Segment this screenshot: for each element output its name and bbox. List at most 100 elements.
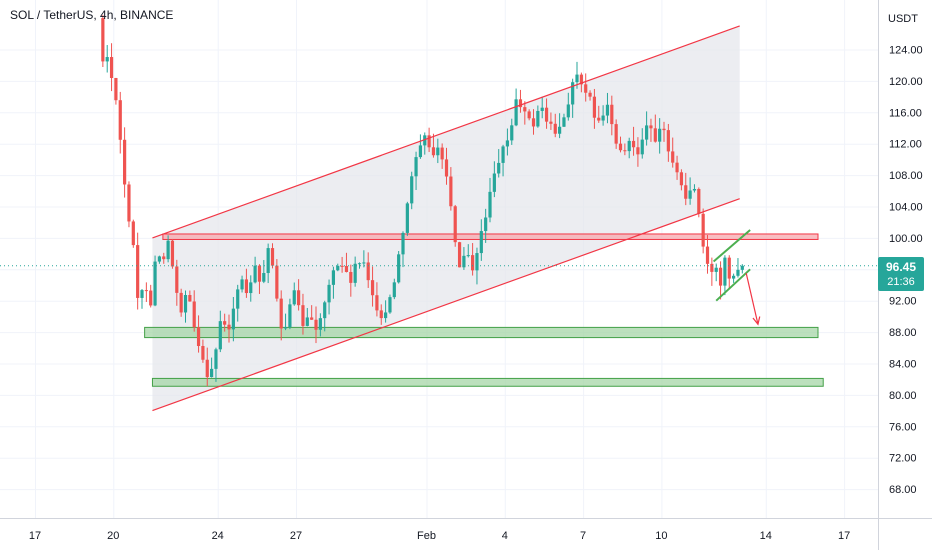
candle-down xyxy=(718,267,723,286)
candle-up xyxy=(466,255,470,257)
candle-up xyxy=(362,262,366,264)
price-tick-label: 84.00 xyxy=(889,359,917,371)
candle-down xyxy=(175,266,179,293)
channel-lower-line[interactable] xyxy=(152,198,740,412)
price-tick-label: 116.00 xyxy=(889,107,922,119)
candle-down xyxy=(196,327,201,347)
candle-up xyxy=(292,290,296,305)
price-tick-label: 100.00 xyxy=(889,233,923,245)
candle-down xyxy=(518,99,523,108)
candle-down xyxy=(188,295,192,302)
candle-up xyxy=(462,255,466,268)
time-axis[interactable]: 17 20 24 27 Feb 4 7 10 14 17 xyxy=(29,530,850,542)
candle-down xyxy=(705,246,710,264)
candle-countdown: 21:36 xyxy=(887,275,915,288)
candle-up xyxy=(688,190,692,199)
candle-down xyxy=(597,117,601,121)
candle-up xyxy=(353,263,357,283)
candle-down xyxy=(257,265,262,282)
candle-up xyxy=(318,318,322,330)
candle-down xyxy=(592,96,597,118)
candle-up xyxy=(736,269,740,276)
time-tick-label: 10 xyxy=(655,530,667,542)
candle-up xyxy=(566,104,570,118)
price-tick-label: 92.00 xyxy=(889,296,917,308)
candle-up xyxy=(210,368,214,378)
candle-down xyxy=(170,240,175,267)
candle-up xyxy=(414,157,418,177)
candle-down xyxy=(523,107,527,112)
candle-down xyxy=(457,242,462,268)
time-tick-label: 17 xyxy=(29,530,41,542)
candle-up xyxy=(392,282,396,298)
candle-up xyxy=(183,295,188,313)
candle-up xyxy=(214,349,218,369)
candle-down xyxy=(375,295,379,311)
candle-down xyxy=(531,118,536,127)
candle-down xyxy=(109,57,114,79)
candle-up xyxy=(253,265,257,283)
candle-up xyxy=(323,302,327,319)
candle-down xyxy=(579,74,583,85)
candle-up xyxy=(327,284,331,303)
price-tick-label: 108.00 xyxy=(889,170,923,182)
flag-lower-line[interactable] xyxy=(715,268,751,302)
candle-up xyxy=(488,191,492,218)
price-tick-label: 112.00 xyxy=(889,139,922,151)
candle-up xyxy=(627,140,631,152)
time-tick-label: 7 xyxy=(580,530,586,542)
price-tick-label: 88.00 xyxy=(889,327,917,339)
channel-upper-line[interactable] xyxy=(152,25,740,239)
candle-down xyxy=(244,279,249,294)
candle-down xyxy=(675,162,679,173)
candle-down xyxy=(349,271,353,283)
candle-up xyxy=(714,267,718,272)
candle-up xyxy=(723,257,727,286)
candle-up xyxy=(423,135,427,146)
time-tick-label: 4 xyxy=(502,530,508,542)
candle-up xyxy=(605,104,610,116)
candle-down xyxy=(684,185,688,199)
candle-down xyxy=(701,213,705,247)
support-zone[interactable] xyxy=(151,377,824,387)
flag-upper-line[interactable] xyxy=(712,229,751,263)
candle-up xyxy=(153,261,157,306)
candle-down xyxy=(201,346,205,360)
candle-up xyxy=(266,248,270,274)
last-price-badge: 96.45 21:36 xyxy=(878,256,924,291)
candle-up xyxy=(418,145,423,158)
candle-down xyxy=(114,78,118,101)
candles-layer xyxy=(101,15,744,387)
candle-down xyxy=(227,324,231,330)
candle-down xyxy=(149,290,153,306)
projection-arrow-head xyxy=(752,316,761,326)
price-tick-label: 76.00 xyxy=(889,421,917,433)
candle-up xyxy=(501,146,505,163)
candle-up xyxy=(384,312,388,319)
candle-down xyxy=(727,257,731,279)
resistance-zone[interactable] xyxy=(162,233,819,240)
candle-down xyxy=(440,147,444,160)
candle-up xyxy=(166,240,170,260)
candle-up xyxy=(562,117,566,127)
candle-down xyxy=(549,121,553,124)
candle-down xyxy=(623,150,627,152)
price-tick-label: 72.00 xyxy=(889,453,917,465)
candle-down xyxy=(192,301,196,328)
support-zone[interactable] xyxy=(144,326,819,339)
projection-arrow[interactable] xyxy=(745,273,759,325)
candle-down xyxy=(136,245,140,298)
candle-up xyxy=(218,321,222,350)
price-tick-label: 120.00 xyxy=(889,76,923,88)
candle-down xyxy=(314,319,318,330)
candle-down xyxy=(679,172,684,186)
time-tick-label: 20 xyxy=(107,530,119,542)
candle-up xyxy=(658,128,662,142)
candle-down xyxy=(366,262,370,281)
currency-label: USDT xyxy=(888,13,918,25)
price-axis[interactable]: 124.00 120.00 116.00 112.00 108.00 104.00 100.… xyxy=(889,45,923,497)
time-tick-label: Feb xyxy=(417,530,436,542)
candle-up xyxy=(497,162,501,174)
